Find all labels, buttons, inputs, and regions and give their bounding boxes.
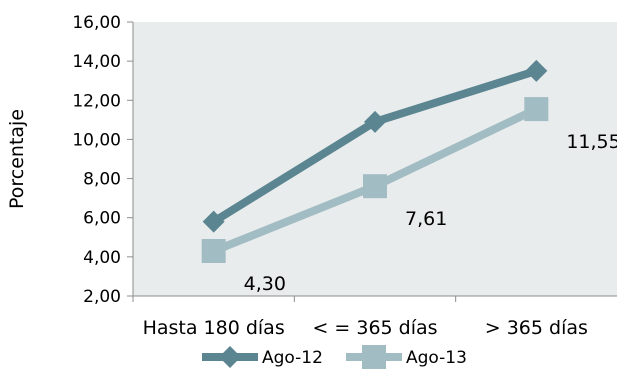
x-axis: Hasta 180 días < = 365 días > 365 días	[132, 295, 617, 339]
data-label: 7,61	[405, 208, 447, 230]
data-point	[201, 238, 226, 263]
x-tick-label: > 365 días	[485, 317, 588, 339]
data-label: 4,30	[244, 273, 286, 295]
legend-marker	[362, 345, 386, 369]
legend-label: Ago-12	[262, 348, 323, 368]
y-tick-label: 6,00	[83, 209, 121, 229]
data-label: 11,55	[566, 131, 617, 153]
legend-item: Ago-13	[346, 345, 467, 369]
data-point	[364, 110, 386, 133]
data-point	[524, 97, 549, 122]
y-tick-label: 14,00	[72, 52, 121, 72]
data-point	[525, 59, 548, 82]
legend-item: Ago-12	[202, 346, 323, 368]
y-tick-label: 2,00	[83, 287, 121, 307]
data-point	[363, 174, 387, 199]
legend-label: Ago-13	[406, 348, 467, 368]
y-tick-label: 12,00	[72, 91, 121, 111]
legend: Ago-12 Ago-13	[202, 345, 467, 369]
series-1	[201, 97, 549, 263]
y-axis: 2,00 4,00 6,00 8,00 10,00 12,00 14,00 16,00	[72, 13, 134, 307]
x-tick-label: < = 365 días	[312, 317, 437, 339]
x-tick-label: Hasta 180 días	[143, 317, 285, 339]
y-tick-label: 16,00	[72, 13, 121, 33]
y-tick-label: 8,00	[83, 170, 121, 190]
y-tick-label: 4,00	[83, 248, 121, 268]
y-tick-label: 10,00	[72, 130, 121, 150]
series-layer	[201, 59, 549, 263]
data-point	[202, 210, 225, 233]
data-labels: 4,30 7,61 11,55	[244, 131, 617, 295]
series-0	[202, 59, 548, 233]
legend-marker	[219, 346, 241, 368]
y-axis-title: Porcentaje	[6, 109, 28, 209]
